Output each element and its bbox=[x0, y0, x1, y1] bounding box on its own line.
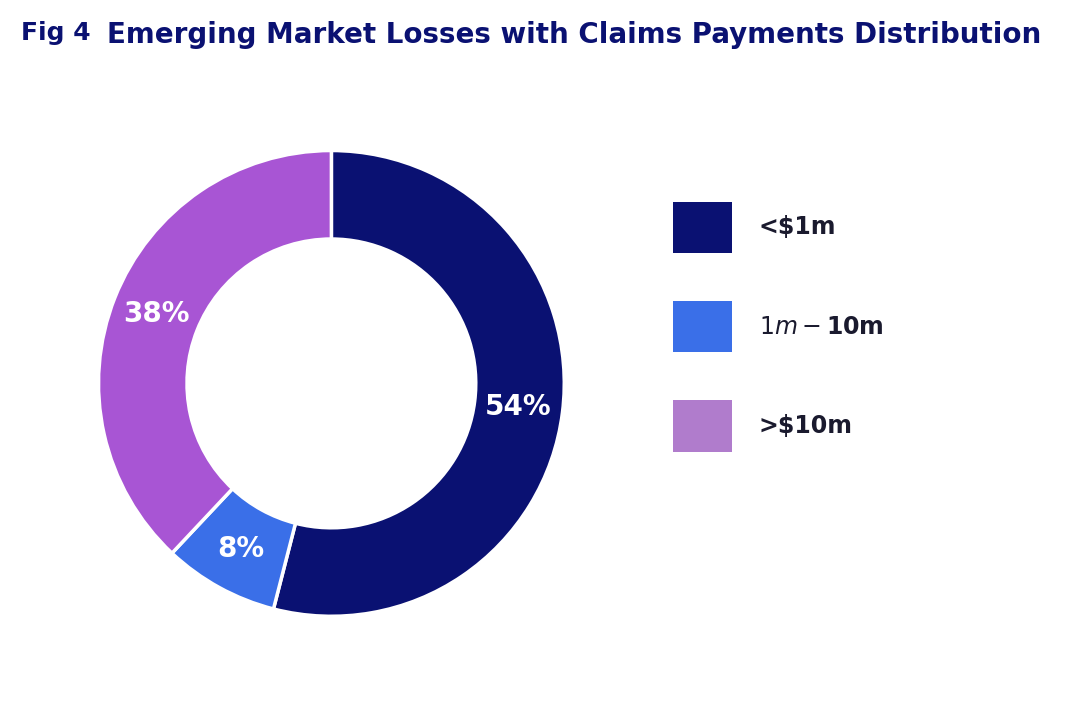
Wedge shape bbox=[98, 151, 331, 553]
Text: $1m-$10m: $1m-$10m bbox=[759, 315, 884, 339]
Text: Emerging Market Losses with Claims Payments Distribution: Emerging Market Losses with Claims Payme… bbox=[107, 21, 1041, 49]
Text: Fig 4: Fig 4 bbox=[21, 21, 91, 45]
Text: >$10m: >$10m bbox=[759, 414, 853, 438]
Text: <$1m: <$1m bbox=[759, 215, 836, 239]
Wedge shape bbox=[274, 151, 564, 616]
Wedge shape bbox=[172, 488, 295, 609]
Text: 8%: 8% bbox=[217, 535, 264, 563]
Text: 38%: 38% bbox=[123, 300, 189, 328]
Text: 54%: 54% bbox=[485, 393, 552, 421]
